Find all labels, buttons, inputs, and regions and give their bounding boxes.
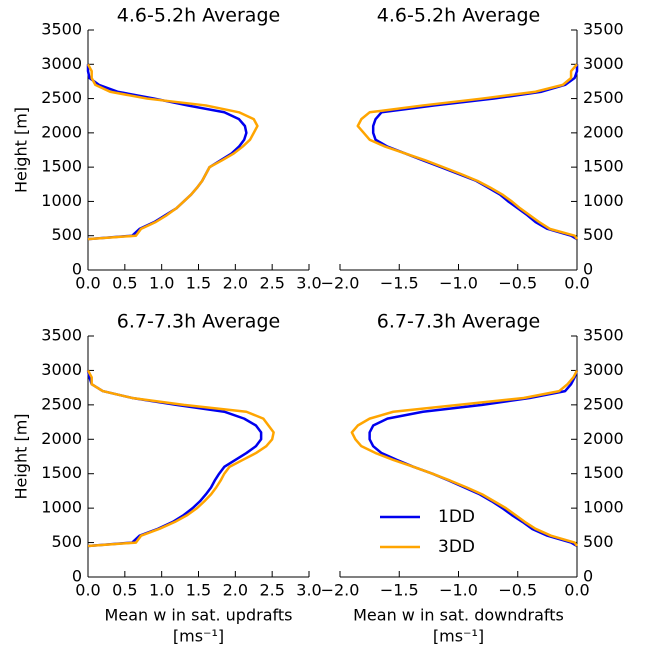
x-tick-label: −0.5 — [498, 274, 537, 293]
x-axis-label: Mean w in sat. updrafts — [105, 606, 293, 625]
y-tick-label: 2000 — [41, 429, 82, 448]
x-tick-label: 2.5 — [259, 581, 284, 600]
y-tick-label: 3000 — [583, 54, 624, 73]
x-tick-label: 0.0 — [564, 581, 589, 600]
x-tick-label: 3.0 — [296, 581, 321, 600]
y-tick-label: 3500 — [583, 326, 624, 345]
x-tick-label: 2.0 — [223, 274, 248, 293]
x-tick-label: −1.5 — [380, 274, 419, 293]
y-tick-label: 2500 — [583, 394, 624, 413]
series-line — [86, 369, 275, 548]
x-tick-label: 1.5 — [186, 581, 211, 600]
y-tick-label: 0 — [583, 567, 593, 586]
series-line — [86, 370, 263, 548]
x-tick-label: 0.0 — [75, 581, 100, 600]
y-tick-label: 500 — [51, 225, 82, 244]
series-line — [86, 63, 259, 241]
legend-label: 3DD — [438, 537, 475, 557]
y-tick-label: 2500 — [583, 88, 624, 107]
chart-title: 6.7-7.3h Average — [377, 311, 540, 333]
y-tick-label: 1500 — [41, 157, 82, 176]
chart-title: 4.6-5.2h Average — [377, 5, 540, 27]
x-tick-label: 0.0 — [564, 274, 589, 293]
y-tick-label: 2000 — [583, 122, 624, 141]
y-tick-label: 500 — [51, 532, 82, 551]
x-tick-label: 0.5 — [112, 274, 137, 293]
y-axis-label: Height [m] — [12, 413, 31, 499]
y-tick-label: 500 — [583, 225, 614, 244]
y-tick-label: 3500 — [41, 20, 82, 39]
x-tick-label: 3.0 — [296, 274, 321, 293]
x-tick-label: 1.0 — [149, 274, 174, 293]
legend-label: 1DD — [438, 507, 475, 527]
x-tick-label: −1.0 — [439, 581, 478, 600]
chart-title: 6.7-7.3h Average — [117, 311, 280, 333]
y-tick-label: 0 — [583, 260, 593, 279]
y-tick-label: 500 — [583, 532, 614, 551]
y-tick-label: 1000 — [583, 191, 624, 210]
series-line — [86, 64, 248, 241]
y-tick-label: 2500 — [41, 394, 82, 413]
x-tick-label: 0.5 — [112, 581, 137, 600]
x-axis-label: Mean w in sat. downdrafts — [353, 606, 564, 625]
x-tick-label: 1.0 — [149, 581, 174, 600]
x-tick-label: −2.0 — [321, 581, 360, 600]
x-tick-label: −2.0 — [321, 274, 360, 293]
x-tick-label: −0.5 — [498, 581, 537, 600]
y-tick-label: 0 — [72, 567, 82, 586]
y-tick-label: 2000 — [41, 122, 82, 141]
y-tick-label: 3000 — [41, 360, 82, 379]
y-tick-label: 2500 — [41, 88, 82, 107]
x-tick-label: −1.5 — [380, 581, 419, 600]
x-tick-label: 2.0 — [223, 581, 248, 600]
y-tick-label: 3500 — [583, 20, 624, 39]
y-tick-label: 1500 — [583, 157, 624, 176]
x-tick-label: 1.5 — [186, 274, 211, 293]
series-line — [356, 63, 579, 240]
y-tick-label: 1000 — [41, 498, 82, 517]
y-tick-label: 1000 — [583, 498, 624, 517]
y-tick-label: 1000 — [41, 191, 82, 210]
x-axis-label: [ms⁻¹] — [433, 627, 484, 646]
x-tick-label: −1.0 — [439, 274, 478, 293]
y-tick-label: 1500 — [583, 463, 624, 482]
chart-title: 4.6-5.2h Average — [117, 5, 280, 27]
y-tick-label: 3000 — [583, 360, 624, 379]
series-line — [350, 369, 579, 547]
x-axis-label: [ms⁻¹] — [173, 627, 224, 646]
y-tick-label: 3000 — [41, 54, 82, 73]
y-tick-label: 2000 — [583, 429, 624, 448]
y-tick-label: 3500 — [41, 326, 82, 345]
x-tick-label: 0.0 — [75, 274, 100, 293]
y-axis-label: Height [m] — [12, 107, 31, 193]
y-tick-label: 0 — [72, 260, 82, 279]
y-tick-label: 1500 — [41, 463, 82, 482]
x-tick-label: 2.5 — [259, 274, 284, 293]
